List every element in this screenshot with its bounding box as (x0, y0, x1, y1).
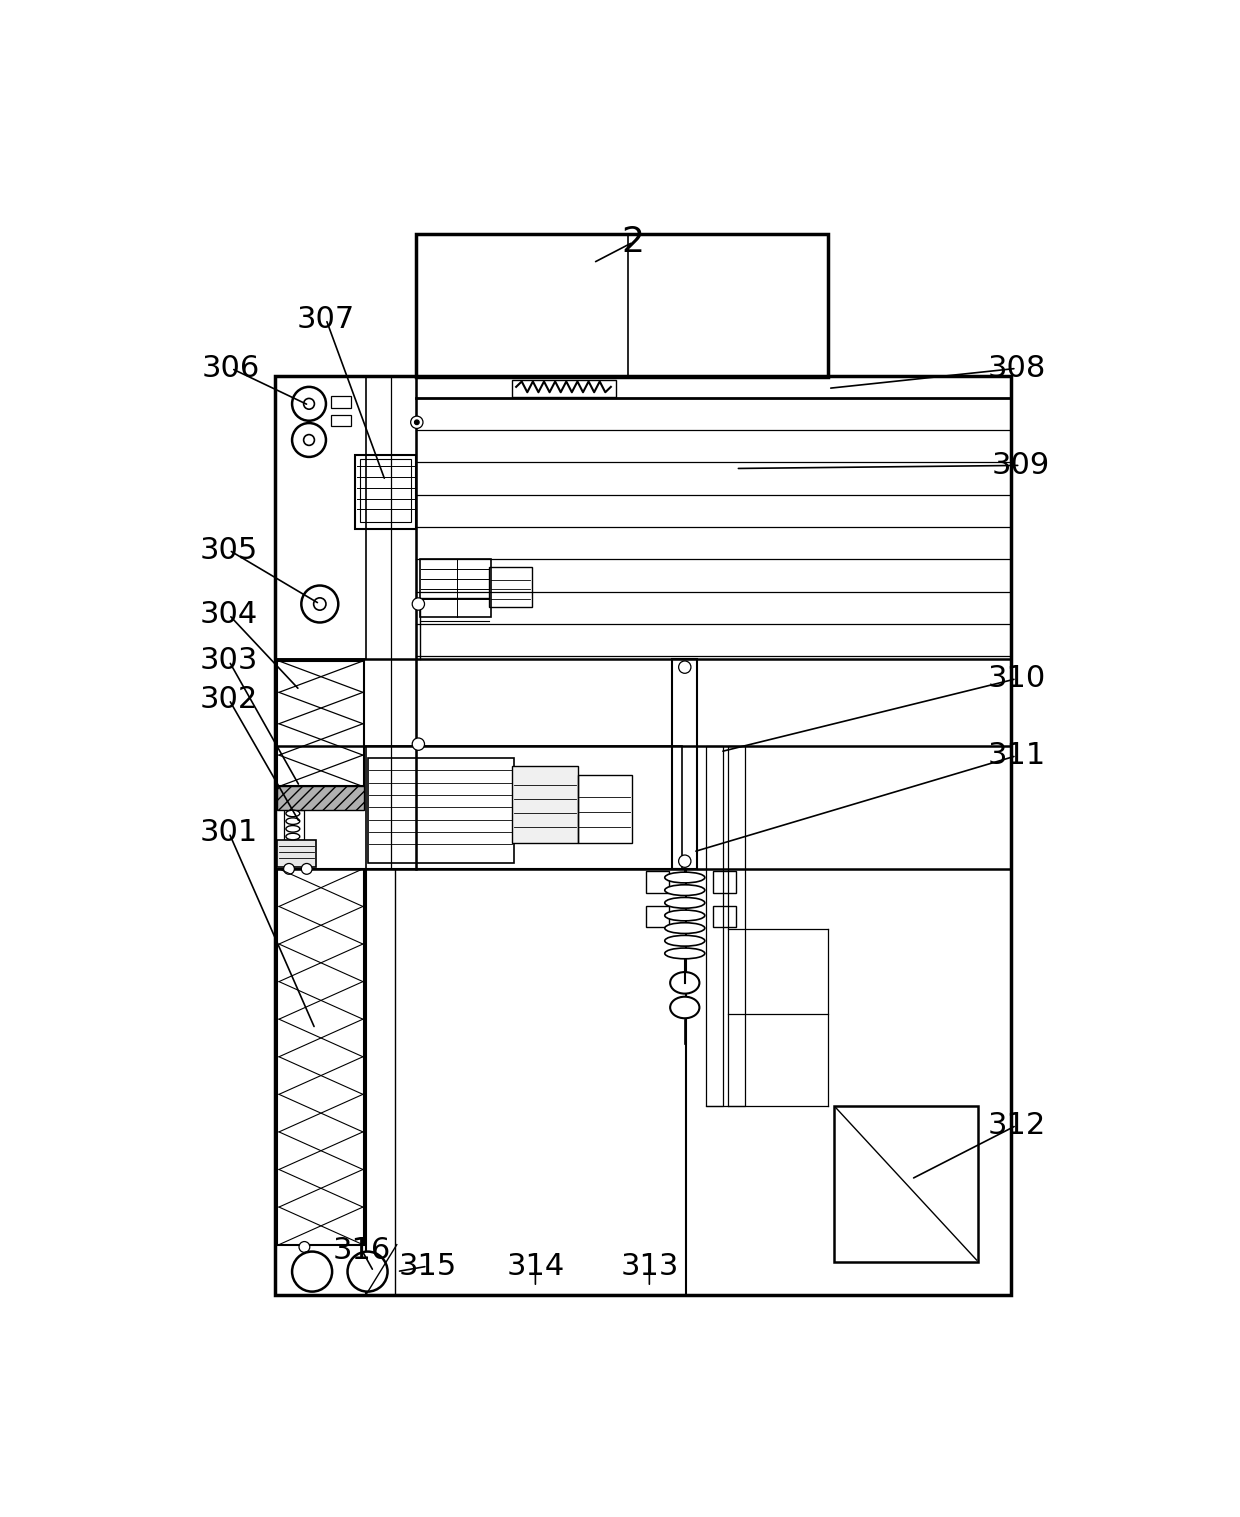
Bar (367, 758, 513, 863)
Bar (713, 906, 735, 927)
Ellipse shape (286, 818, 300, 824)
Text: 312: 312 (987, 1110, 1045, 1139)
Bar (646, 871, 670, 892)
Circle shape (301, 863, 312, 874)
Circle shape (410, 416, 423, 428)
Circle shape (678, 661, 691, 674)
Ellipse shape (286, 810, 300, 816)
Bar (278, 786, 365, 810)
Bar (366, 746, 682, 869)
Ellipse shape (286, 833, 300, 840)
Circle shape (293, 423, 326, 457)
Bar (578, 775, 631, 843)
Text: 309: 309 (991, 451, 1049, 479)
Bar (672, 660, 697, 869)
Ellipse shape (670, 972, 699, 994)
Circle shape (299, 1241, 310, 1253)
Circle shape (414, 420, 419, 425)
Bar (275, 376, 1012, 1294)
Text: 304: 304 (200, 601, 258, 630)
Ellipse shape (665, 872, 704, 883)
Circle shape (304, 434, 315, 446)
Text: 301: 301 (200, 818, 258, 846)
Circle shape (304, 399, 315, 410)
Text: 310: 310 (987, 664, 1045, 693)
Circle shape (284, 863, 294, 874)
Bar (512, 766, 578, 843)
Circle shape (301, 586, 339, 622)
Circle shape (412, 598, 424, 610)
Ellipse shape (665, 898, 704, 909)
Bar (417, 235, 828, 376)
Ellipse shape (665, 922, 704, 933)
Circle shape (412, 737, 424, 751)
Ellipse shape (665, 884, 704, 895)
Text: 307: 307 (296, 305, 355, 334)
Text: 316: 316 (334, 1236, 392, 1265)
Bar (278, 869, 365, 1244)
Text: 2: 2 (621, 225, 645, 259)
Ellipse shape (665, 948, 704, 959)
Bar (835, 1106, 978, 1262)
Text: 305: 305 (200, 536, 258, 564)
Bar (331, 396, 351, 408)
Bar (278, 840, 316, 868)
Bar (360, 460, 412, 522)
Circle shape (314, 598, 326, 610)
Ellipse shape (670, 997, 699, 1018)
Bar (420, 560, 491, 617)
Text: 314: 314 (506, 1252, 564, 1280)
Bar (331, 414, 351, 426)
Bar (278, 661, 365, 786)
Ellipse shape (665, 936, 704, 947)
Bar (490, 567, 532, 607)
Bar (728, 746, 745, 1106)
Text: 313: 313 (620, 1252, 678, 1280)
Text: 311: 311 (987, 742, 1045, 771)
Text: 303: 303 (200, 646, 258, 675)
Bar (366, 869, 686, 1294)
Text: 302: 302 (200, 686, 258, 715)
Bar (512, 379, 616, 397)
Bar (284, 810, 304, 840)
Text: 315: 315 (398, 1252, 456, 1280)
Ellipse shape (286, 825, 300, 833)
Bar (707, 746, 723, 1106)
Circle shape (347, 1252, 388, 1291)
Bar (355, 455, 417, 528)
Circle shape (293, 387, 326, 420)
Text: 308: 308 (987, 353, 1045, 382)
Bar (713, 871, 735, 892)
Ellipse shape (665, 910, 704, 921)
Circle shape (293, 1252, 332, 1291)
Circle shape (678, 856, 691, 868)
Bar (646, 906, 670, 927)
Bar (275, 376, 366, 660)
Text: 306: 306 (202, 353, 260, 382)
Bar (391, 376, 417, 869)
